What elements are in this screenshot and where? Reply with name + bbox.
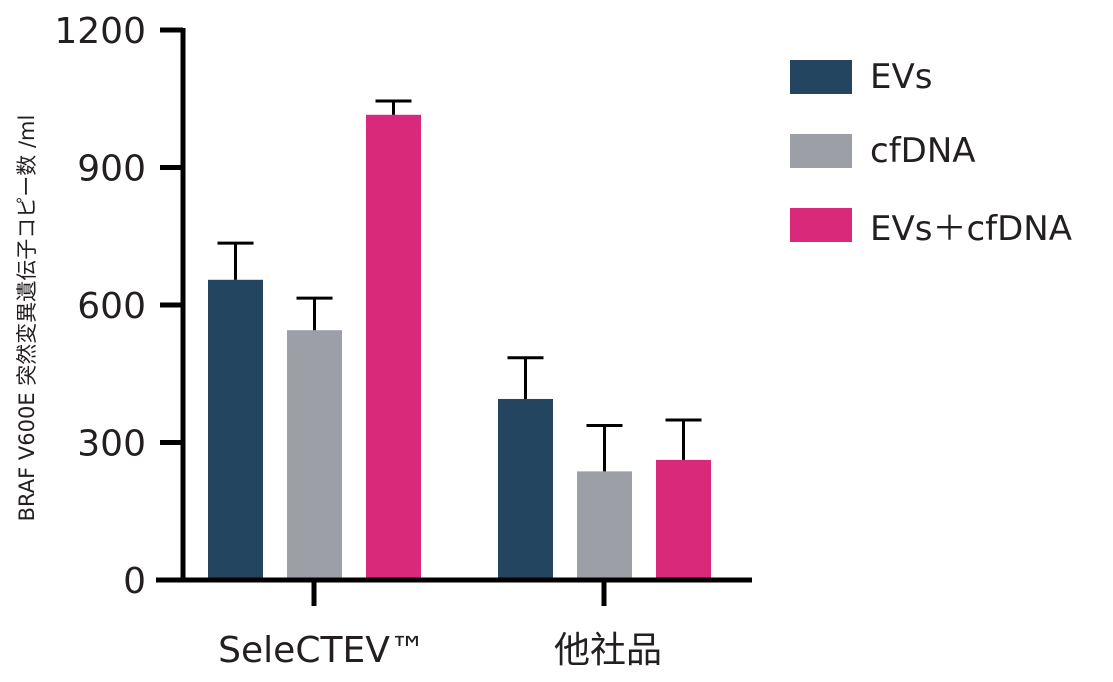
x-tick-label: SeleCTEV™	[218, 630, 426, 671]
bar-evs-0	[208, 279, 263, 580]
legend-label-cfdna: cfDNA	[870, 131, 976, 171]
bar-cfdna-0	[287, 330, 342, 580]
x-tick-label: 他社品	[554, 630, 662, 671]
legend: EVs cfDNA EVs＋cfDNA	[790, 40, 1072, 262]
legend-label-evs-cfdna: EVs＋cfDNA	[870, 208, 1072, 249]
legend-swatch-evs	[790, 60, 852, 94]
axes	[156, 28, 752, 583]
legend-item-evs-cfdna: EVs＋cfDNA	[790, 188, 1072, 262]
y-tick-label: 900	[77, 149, 146, 190]
bar-cfdna-1	[577, 471, 632, 580]
y-tick-label: 1200	[54, 11, 146, 52]
error-bars	[217, 99, 702, 472]
legend-label-evs: EVs	[870, 57, 933, 97]
y-axis-ticks: 0 300 600 900 1200	[54, 11, 183, 602]
bar-evs-cfdna-1	[656, 459, 711, 580]
legend-item-cfdna: cfDNA	[790, 114, 1072, 188]
y-tick-label: 0	[123, 561, 146, 602]
legend-item-evs: EVs	[790, 40, 1072, 114]
bar-evs-cfdna-0	[366, 114, 421, 581]
bars	[208, 114, 711, 581]
y-tick-label: 300	[77, 424, 146, 465]
bar-evs-1	[498, 398, 553, 580]
legend-swatch-evs-cfdna	[790, 208, 852, 242]
y-axis-label: BRAF V600E 突然変異遺伝子コピー数 /ml	[15, 114, 39, 522]
y-tick-label: 600	[77, 286, 146, 327]
x-axis-labels: SeleCTEV™ 他社品	[218, 580, 662, 671]
legend-swatch-cfdna	[790, 134, 852, 168]
